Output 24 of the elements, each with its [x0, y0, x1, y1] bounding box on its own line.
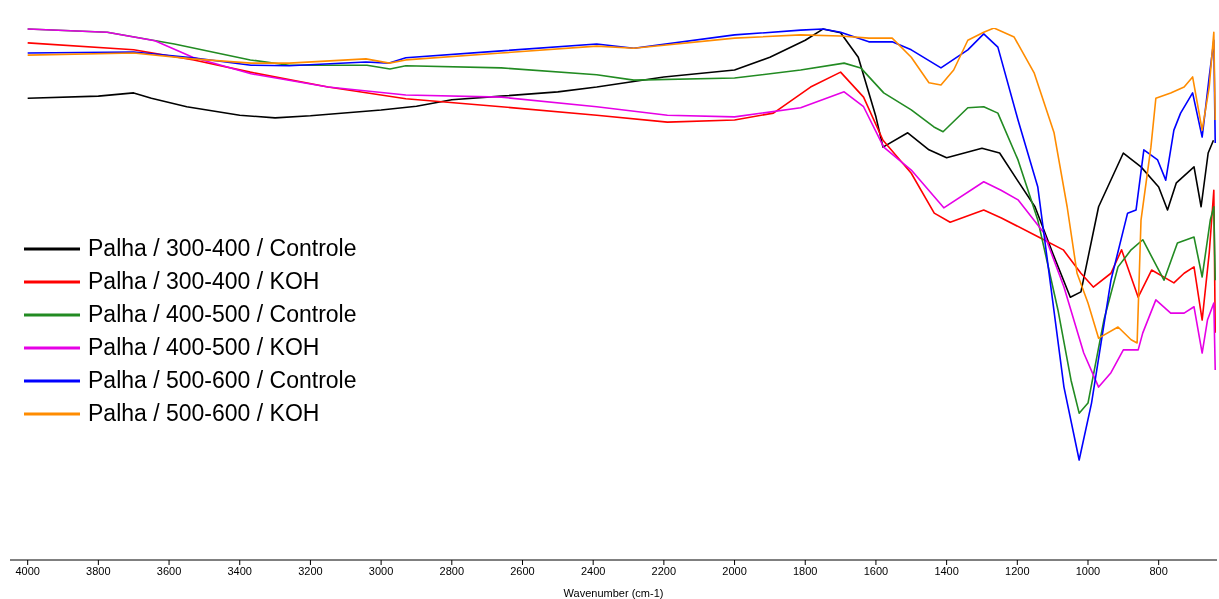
- x-axis-title: Wavenumber (cm-1): [563, 587, 664, 599]
- x-tick-label: 3600: [156, 564, 182, 577]
- legend-label: Palha / 400-500 / Controle: [88, 300, 357, 329]
- x-tick-label: 2400: [580, 564, 606, 577]
- x-tick-label: 3400: [227, 564, 252, 577]
- x-tick-label: 3200: [298, 564, 323, 577]
- x-tick-label: 2600: [510, 564, 535, 577]
- legend-label: Palha / 500-600 / KOH: [88, 399, 320, 428]
- x-tick-label: 3000: [368, 564, 394, 577]
- x-tick-label: 1000: [1075, 564, 1101, 577]
- x-tick-label: 2800: [439, 564, 465, 577]
- x-tick-label: 1400: [934, 564, 959, 577]
- x-tick-label: 800: [1149, 564, 1168, 577]
- x-tick-label: 3800: [86, 564, 111, 577]
- x-tick-label: 1800: [793, 564, 818, 577]
- legend-label: Palha / 300-400 / KOH: [88, 267, 320, 296]
- legend-label: Palha / 400-500 / KOH: [88, 333, 320, 362]
- legend-label: Palha / 300-400 / Controle: [88, 234, 357, 263]
- legend-label: Palha / 500-600 / Controle: [88, 366, 357, 395]
- x-tick-label: 1200: [1005, 564, 1030, 577]
- x-tick-label: 2200: [651, 564, 677, 577]
- x-tick-label: 2000: [722, 564, 747, 577]
- x-tick-label: 4000: [15, 564, 40, 577]
- x-tick-label: 1600: [863, 564, 889, 577]
